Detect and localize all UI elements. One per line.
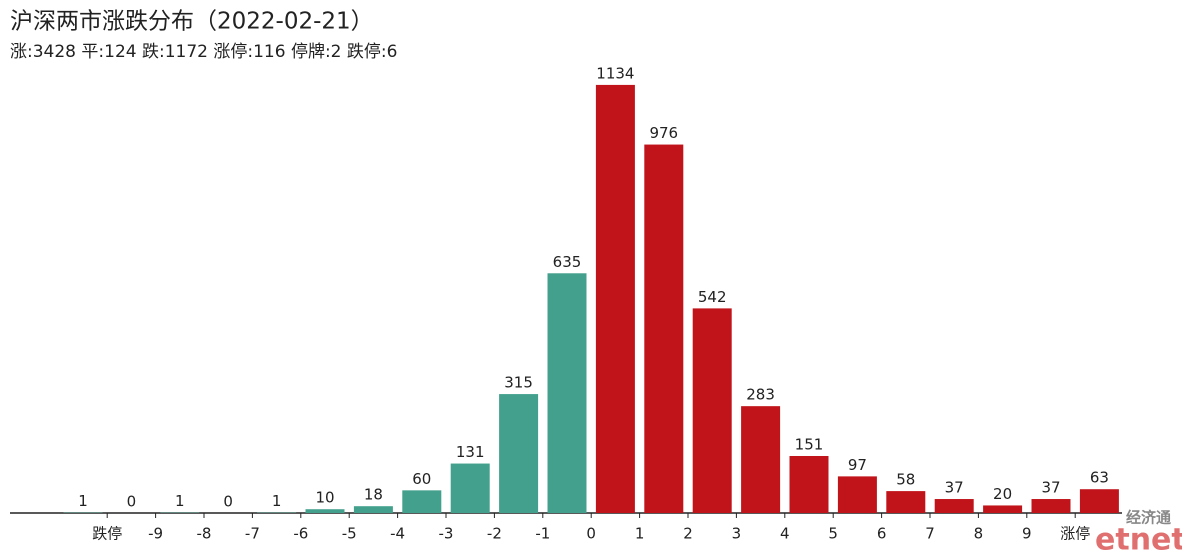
data-label: 37 bbox=[1041, 479, 1060, 497]
x-tick-label: 涨停 bbox=[1060, 525, 1090, 543]
x-tick-label: 2 bbox=[683, 525, 693, 543]
data-label: 131 bbox=[456, 443, 485, 461]
x-tick-label: 跌停 bbox=[92, 525, 122, 543]
data-label: 0 bbox=[223, 493, 233, 511]
bar bbox=[741, 406, 781, 513]
data-label: 315 bbox=[504, 374, 533, 392]
data-label: 1 bbox=[272, 492, 282, 510]
x-tick-label: -9 bbox=[148, 525, 163, 543]
bar bbox=[547, 273, 587, 513]
data-label: 1 bbox=[175, 492, 185, 510]
x-tick-label: 9 bbox=[1022, 525, 1032, 543]
chart-subtitle: 涨:3428 平:124 跌:1172 涨停:116 停牌:2 跌停:6 bbox=[10, 42, 397, 62]
x-tick-label: 0 bbox=[586, 525, 596, 543]
bar bbox=[886, 491, 926, 513]
data-label: 1 bbox=[78, 492, 88, 510]
x-tick-label: -2 bbox=[487, 525, 502, 543]
data-label: 37 bbox=[945, 479, 964, 497]
data-label: 20 bbox=[993, 485, 1012, 503]
bar bbox=[595, 84, 635, 513]
bar bbox=[499, 394, 539, 513]
data-label: 60 bbox=[412, 470, 431, 488]
bar bbox=[837, 476, 877, 513]
data-label: 97 bbox=[848, 456, 867, 474]
data-label: 0 bbox=[127, 493, 137, 511]
bar bbox=[789, 455, 829, 513]
data-label: 976 bbox=[649, 124, 678, 142]
x-tick-label: -8 bbox=[197, 525, 212, 543]
bar bbox=[1079, 489, 1119, 513]
bar bbox=[450, 463, 490, 513]
x-tick-label: 3 bbox=[732, 525, 742, 543]
bar bbox=[305, 509, 345, 513]
x-tick-label: 7 bbox=[925, 525, 935, 543]
x-tick-label: -3 bbox=[439, 525, 454, 543]
x-tick-label: -1 bbox=[535, 525, 550, 543]
x-tick-label: 4 bbox=[780, 525, 790, 543]
x-tick-label: -4 bbox=[390, 525, 405, 543]
x-tick-label: -7 bbox=[245, 525, 260, 543]
bar bbox=[692, 308, 732, 513]
data-label: 151 bbox=[795, 435, 824, 453]
bar bbox=[934, 499, 974, 513]
data-label: 635 bbox=[553, 253, 582, 271]
data-label: 283 bbox=[746, 386, 775, 404]
data-label: 63 bbox=[1090, 469, 1109, 487]
x-tick-label: 1 bbox=[635, 525, 645, 543]
watermark: 经济通 bbox=[1126, 509, 1171, 527]
x-tick-label: -5 bbox=[342, 525, 357, 543]
x-tick-label: -6 bbox=[293, 525, 308, 543]
x-tick-label: 6 bbox=[877, 525, 887, 543]
data-label: 18 bbox=[364, 486, 383, 504]
x-tick-label: 8 bbox=[974, 525, 984, 543]
data-label: 542 bbox=[698, 288, 727, 306]
bar bbox=[644, 144, 684, 513]
data-label: 10 bbox=[315, 489, 334, 507]
bar bbox=[983, 505, 1023, 513]
chart-title: 沪深两市涨跌分布（2022-02-21） bbox=[10, 9, 374, 35]
watermark-logo: etnet bbox=[1095, 523, 1182, 553]
bar bbox=[353, 506, 393, 513]
data-label: 1134 bbox=[596, 64, 634, 82]
x-tick-label: 5 bbox=[828, 525, 838, 543]
data-label: 58 bbox=[896, 471, 915, 489]
bar bbox=[1031, 499, 1071, 513]
bar bbox=[402, 490, 442, 513]
